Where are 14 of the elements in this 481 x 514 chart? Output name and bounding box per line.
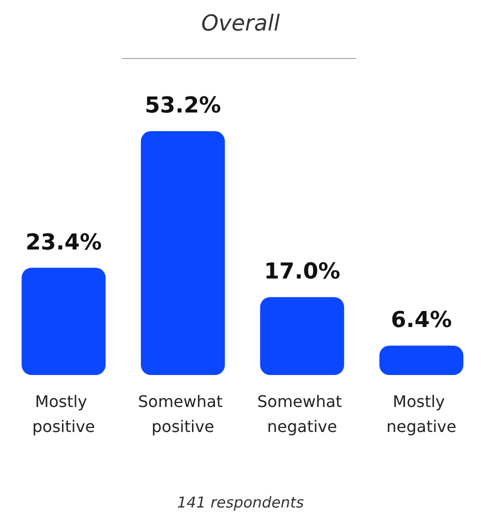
bar (260, 297, 344, 375)
x-tick-label: Mostly positive (32, 392, 96, 436)
chart-title: Overall (201, 12, 280, 36)
data-label: 6.4% (390, 308, 452, 334)
x-tick-label: Somewhat negative (257, 392, 348, 436)
x-tick-label: Somewhat positive (138, 392, 228, 436)
bar (379, 346, 464, 375)
data-label: 17.0% (264, 260, 340, 285)
bar (140, 131, 225, 375)
data-label: 23.4% (25, 230, 102, 256)
x-tick-label: Mostly negative (386, 392, 456, 436)
bar (22, 268, 106, 375)
text: 141 respondents (177, 494, 304, 512)
data-label: 53.2% (144, 94, 222, 119)
